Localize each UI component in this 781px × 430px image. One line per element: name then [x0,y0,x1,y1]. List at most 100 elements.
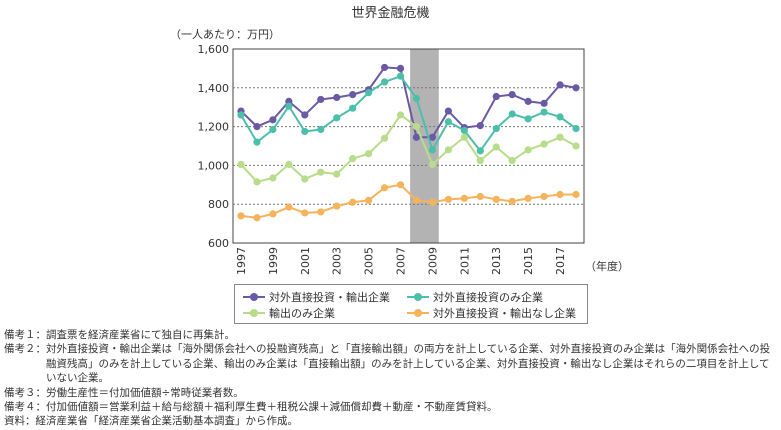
series-2-point [444,118,452,126]
series-3-point [285,160,293,169]
series-1-point [349,90,357,99]
series-2-point [269,125,277,134]
x-tick-label: 2005 [363,247,376,275]
note-text: 経済産業省「経済産業省企業活動基本調査」から作成。 [35,415,299,428]
series-1-point [333,93,341,102]
series-3-point [365,150,373,158]
series-3-point [460,133,468,141]
series-line-3 [240,113,577,184]
series-4-point [572,190,580,199]
series-2-point [396,72,405,80]
series-1-point [396,64,405,72]
series-line-4 [240,183,576,219]
series-4-point [476,192,484,201]
y-tick-label: 1,000 [198,159,230,172]
series-4-point [269,210,277,218]
series-1-point [572,84,580,92]
series-4-point [492,195,500,203]
y-tick-label: 800 [208,198,229,211]
series-4-point [237,212,245,220]
series-4-point [333,202,341,210]
series-4-point [253,214,261,222]
series-4-point [540,192,548,201]
series-line-2 [240,74,577,153]
series-1-point [508,90,516,99]
series-2-point [428,146,437,154]
x-tick-label: 1999 [267,247,280,275]
series-2-point [572,124,580,133]
series-4-point [349,198,357,206]
series-4-point [524,194,532,202]
note-label: 備考３： [4,386,46,399]
series-1-point [317,95,325,104]
legend-swatch [243,292,265,302]
series-1-point [524,97,532,105]
note-row: 備考４： 付加価値額＝営業利益＋給与総額＋福利厚生費＋租税公課＋減価償却費＋動産・… [4,400,779,414]
note-label: 備考１： [4,329,46,341]
note-row: 備考１： 調査票を経済産業省にて独自に再集計。 [4,328,779,342]
series-1-point [556,81,564,89]
series-2-point [365,89,373,97]
y-tick-label: 1,200 [198,121,230,134]
series-4-point [444,195,452,203]
series-2-point [301,127,309,136]
series-1-point [428,133,437,141]
series-4-point [365,196,373,204]
series-4-point [412,196,421,204]
series-1-point [269,116,277,124]
series-1-point [301,111,309,119]
note-label: 資料： [4,415,36,428]
series-1-point [476,122,484,130]
x-tick-label: 2007 [395,247,408,275]
series-3-point [508,156,516,165]
note-text: 労働生産性＝付加価値額÷常時従業者数。 [46,386,244,399]
series-2-point [412,94,421,103]
legend-label: 対外直接投資・輸出なし企業 [433,307,576,320]
series-2-point [285,102,293,110]
y-unit-label: （一人あたり：万円） [170,28,280,41]
notes-section: 備考１： 調査票を経済産業省にて独自に再集計。 備考２： 対外直接投資・輸出企業は「海… [4,328,779,429]
note-label: 備考４： [4,401,46,414]
y-tick-label: 1,600 [198,43,230,56]
note-row: 備考３： 労働生産性＝付加価値額÷常時従業者数。 [4,386,779,400]
x-tick-label: 1997 [235,247,248,275]
legend-swatch [243,308,265,318]
note-text: 調査票を経済産業省にて独自に再集計。 [46,329,235,341]
y-tick-label: 600 [208,237,229,250]
chart-title: 世界金融危機 [351,6,430,21]
series-3-point [492,143,500,151]
series-4-point [396,181,405,189]
series-3-point [524,146,532,154]
x-tick-label: 2009 [426,247,439,275]
note-label: 備考２： [4,343,46,356]
series-3-point [317,168,325,176]
note-row: 資料： 経済産業省「経済産業省企業活動基本調査」から作成。 [4,414,779,428]
x-tick-label: 2001 [299,247,312,275]
series-3-point [540,140,548,148]
series-4-point [301,209,309,217]
note-text: 対外直接投資・輸出企業は「海外関係会社への投融資残高」と「直接輸出額」の両方を計… [46,343,771,385]
series-2-point [540,108,548,116]
series-2-point [460,126,468,135]
series-4-point [556,190,564,199]
series-3-point [572,142,580,150]
series-2-point [524,115,532,123]
series-2-point [333,114,341,122]
series-4-point [317,208,325,216]
note-row: 備考２： 対外直接投資・輸出企業は「海外関係会社への投融資残高」と「直接輸出額」の… [4,342,779,385]
legend-label: 対外直接投資・輸出企業 [269,291,390,304]
series-3-point [412,123,421,131]
series-4-point [460,194,468,202]
x-axis-label: （年度） [585,259,629,273]
plot-frame [232,48,585,244]
series-2-point [380,78,389,86]
series-2-point [556,113,564,121]
series-2-point [476,147,484,155]
series-1-point [380,63,389,72]
series-2-point [492,124,500,133]
series-3-point [349,155,357,163]
series-1-point [412,133,421,141]
legend-label: 対外直接投資のみ企業 [433,291,543,304]
x-tick-label: 2017 [554,247,567,275]
x-tick-label: 2003 [331,247,344,275]
